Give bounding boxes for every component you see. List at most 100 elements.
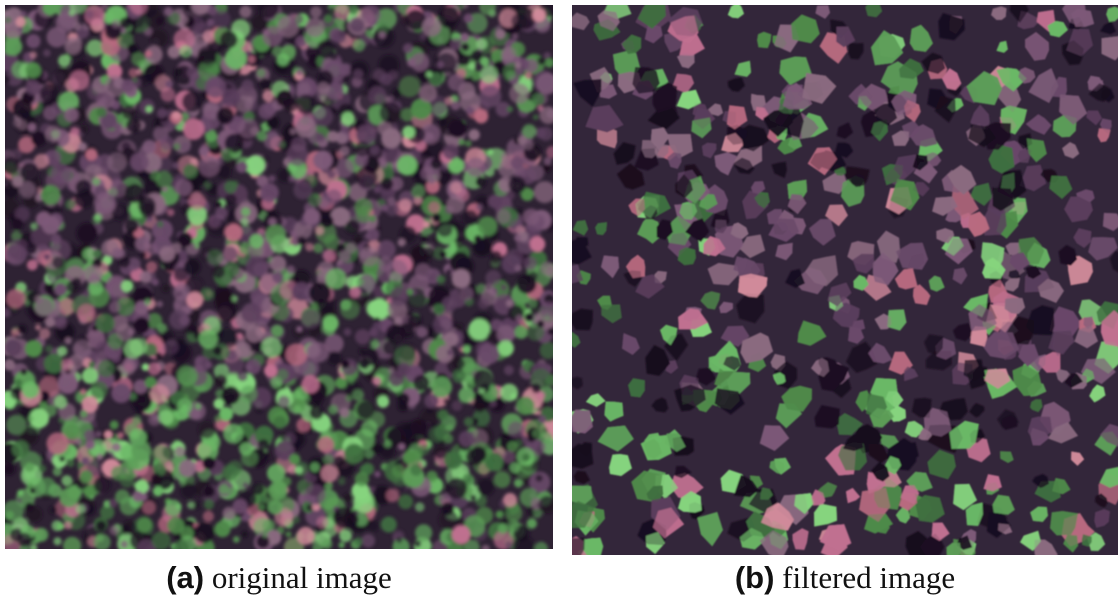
texture-blob [444, 332, 459, 347]
texture-blob [161, 87, 176, 102]
texture-blob [461, 43, 469, 51]
texture-blob [156, 171, 173, 188]
texture-blob [69, 70, 89, 90]
texture-blob [220, 31, 238, 49]
texture-blob [345, 395, 352, 402]
texture-blob [364, 233, 371, 240]
texture-blob [380, 73, 392, 85]
texture-blob [249, 234, 263, 248]
texture-blob [295, 466, 303, 474]
texture-blob [25, 340, 42, 357]
texture-blob [381, 178, 393, 190]
texture-blob [241, 207, 250, 216]
texture-blob [179, 459, 197, 477]
texture-blob [432, 213, 441, 222]
texture-blob [94, 476, 111, 493]
texture-blob [377, 395, 389, 407]
texture-blob [339, 542, 345, 548]
texture-blob [140, 202, 156, 218]
texture-blob [165, 500, 182, 517]
texture-blob [227, 460, 243, 476]
texture-blob [90, 381, 108, 399]
texture-blob [456, 241, 463, 248]
texture-blob [111, 383, 131, 403]
texture-blob [51, 234, 62, 245]
texture-blob [294, 405, 302, 413]
texture-blob [109, 525, 119, 535]
texture-blob [53, 537, 61, 545]
texture-blob [398, 494, 413, 509]
texture-blob [458, 139, 465, 146]
texture-blob [217, 301, 237, 321]
texture-blob [377, 240, 396, 259]
texture-blob [459, 286, 474, 301]
texture-blob [399, 76, 421, 98]
texture-blob [305, 243, 314, 252]
texture-blob [123, 520, 137, 534]
texture-blob [53, 467, 62, 476]
texture-blob [214, 521, 230, 537]
texture-blob [132, 491, 143, 502]
texture-blob [258, 439, 269, 450]
texture-blob [323, 250, 336, 263]
texture-blob [164, 340, 179, 355]
texture-blob [258, 103, 274, 119]
texture-blob [464, 417, 474, 427]
texture-blob [496, 511, 504, 519]
texture-blob [447, 349, 453, 355]
texture-blob [480, 65, 498, 83]
texture-blob [510, 156, 523, 169]
texture-blob [539, 127, 553, 141]
texture-blob [187, 67, 199, 79]
texture-blob [195, 481, 212, 498]
texture-blob [27, 416, 33, 422]
texture-blob [345, 220, 360, 235]
texture-blob [129, 338, 147, 356]
texture-blob [317, 516, 329, 528]
texture-blob [231, 295, 238, 302]
texture-blob [93, 214, 103, 224]
texture-blob [309, 282, 331, 304]
texture-blob [332, 30, 346, 44]
texture-blob [126, 458, 139, 471]
texture-blob [353, 492, 374, 513]
texture-blob [446, 478, 467, 499]
texture-blob [194, 523, 214, 543]
texture-blob [507, 519, 519, 531]
texture-blob [214, 415, 222, 423]
texture-blob [79, 125, 88, 134]
texture-blob [396, 537, 403, 544]
texture-blob [239, 442, 252, 455]
texture-blob [538, 415, 546, 423]
texture-blob [41, 454, 47, 460]
texture-blob [11, 218, 23, 230]
texture-blob [272, 272, 283, 283]
texture-blob [30, 488, 36, 494]
texture-blob [445, 269, 451, 275]
texture-blob [543, 164, 552, 173]
texture-blob [49, 506, 57, 514]
texture-blob [353, 69, 363, 79]
texture-blob [443, 434, 453, 444]
texture-blob [352, 389, 364, 401]
texture-blob [224, 261, 240, 277]
texture-blob [150, 384, 169, 403]
texture-blob [355, 472, 370, 487]
texture-blob [94, 192, 116, 214]
texture-blob [235, 342, 251, 358]
texture-blob [532, 384, 542, 394]
texture-blob [384, 440, 392, 448]
texture-blob [284, 433, 296, 445]
texture-blob [516, 397, 535, 416]
texture-blob [459, 431, 475, 447]
texture-blob [468, 129, 480, 141]
texture-blob [233, 536, 240, 543]
texture-blob [45, 345, 53, 353]
texture-blob [317, 82, 330, 95]
texture-blob [98, 360, 115, 377]
texture-blob [245, 256, 267, 278]
texture-blob [439, 316, 452, 329]
texture-blob [414, 540, 421, 547]
texture-blob [523, 139, 534, 150]
texture-blob [180, 142, 191, 153]
